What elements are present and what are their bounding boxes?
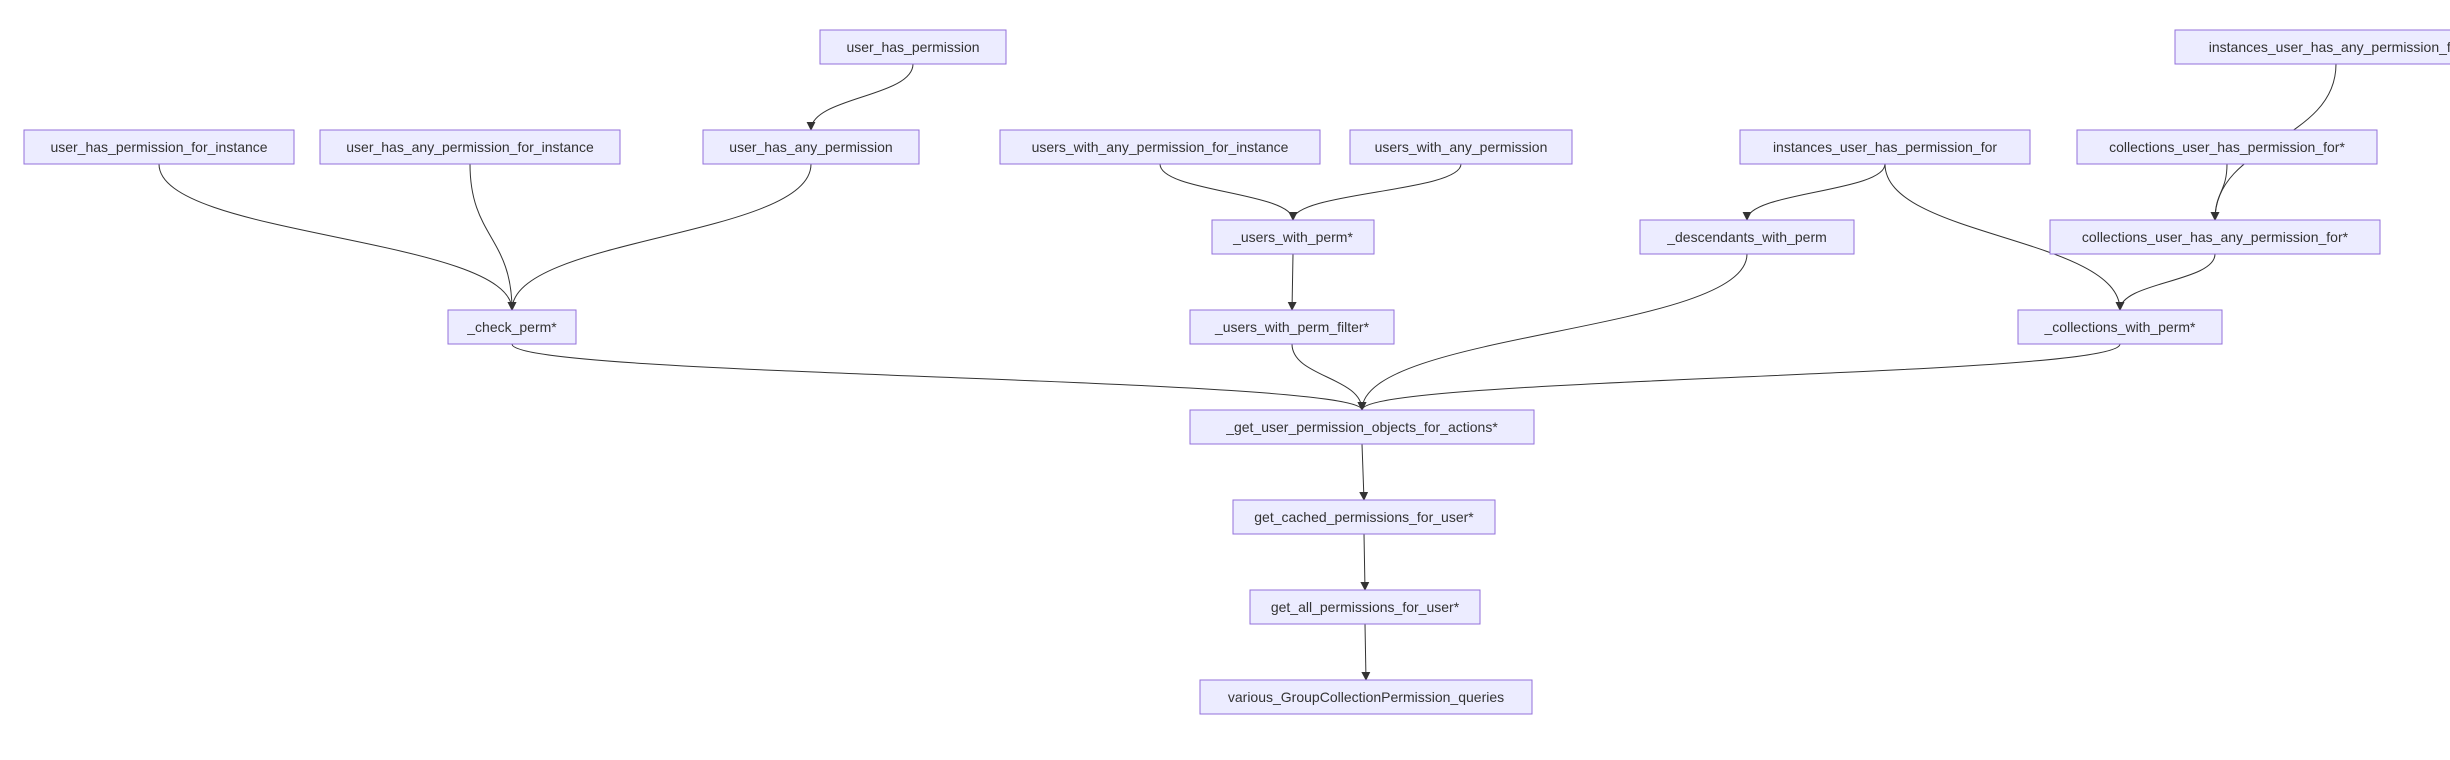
node-label: get_all_permissions_for_user*	[1271, 599, 1460, 615]
node-_check_perm: _check_perm*	[448, 310, 576, 344]
edge	[1293, 164, 1461, 220]
node-label: collections_user_has_any_permission_for*	[2082, 229, 2349, 245]
nodes: user_has_permission instances_user_has_an…	[24, 30, 2450, 714]
edge	[512, 344, 1362, 410]
node-user_has_any_permission_for_instance: user_has_any_permission_for_instance	[320, 130, 620, 164]
node-instances_user_has_any_permission_for: instances_user_has_any_permission_for	[2175, 30, 2450, 64]
edge	[1160, 164, 1293, 220]
edge	[1292, 344, 1362, 410]
edge	[1362, 254, 1747, 410]
node-label: _users_with_perm_filter*	[1214, 319, 1370, 335]
node-user_has_permission: user_has_permission	[820, 30, 1006, 64]
edge	[811, 64, 913, 130]
node-_users_with_perm: _users_with_perm*	[1212, 220, 1374, 254]
node-label: _check_perm*	[466, 319, 557, 335]
edge	[1362, 344, 2120, 410]
node-instances_user_has_permission_for: instances_user_has_permission_for	[1740, 130, 2030, 164]
edge	[2215, 164, 2227, 220]
edge	[2120, 254, 2215, 310]
edge	[1364, 534, 1365, 590]
edge	[470, 164, 512, 310]
edge	[1747, 164, 1885, 220]
node-label: user_has_any_permission_for_instance	[346, 139, 594, 155]
node-user_has_any_permission: user_has_any_permission	[703, 130, 919, 164]
node-label: users_with_any_permission_for_instance	[1032, 139, 1289, 155]
node-label: instances_user_has_any_permission_for	[2209, 39, 2450, 55]
node-label: user_has_permission_for_instance	[50, 139, 267, 155]
edge	[1365, 624, 1366, 680]
node-_collections_with_perm: _collections_with_perm*	[2018, 310, 2222, 344]
node-label: _get_user_permission_objects_for_actions…	[1225, 419, 1498, 435]
node-label: get_cached_permissions_for_user*	[1254, 509, 1474, 525]
node-label: _users_with_perm*	[1232, 229, 1353, 245]
node-collections_user_has_any_permission_for: collections_user_has_any_permission_for*	[2050, 220, 2380, 254]
edge	[512, 164, 811, 310]
node-label: user_has_permission	[846, 39, 979, 55]
node-users_with_any_permission_for_instance: users_with_any_permission_for_instance	[1000, 130, 1320, 164]
node-label: user_has_any_permission	[729, 139, 892, 155]
node-users_with_any_permission: users_with_any_permission	[1350, 130, 1572, 164]
node-_users_with_perm_filter: _users_with_perm_filter*	[1190, 310, 1394, 344]
node-get_cached_permissions_for_user: get_cached_permissions_for_user*	[1233, 500, 1495, 534]
node-label: various_GroupCollectionPermission_querie…	[1228, 689, 1504, 705]
node-label: users_with_any_permission	[1375, 139, 1548, 155]
edge	[1362, 444, 1364, 500]
node-user_has_permission_for_instance: user_has_permission_for_instance	[24, 130, 294, 164]
node-label: collections_user_has_permission_for*	[2109, 139, 2345, 155]
flowchart-canvas: user_has_permission instances_user_has_an…	[0, 0, 2450, 760]
node-collections_user_has_permission_for: collections_user_has_permission_for*	[2077, 130, 2377, 164]
edge	[159, 164, 512, 310]
node-label: instances_user_has_permission_for	[1773, 139, 1997, 155]
node-label: _collections_with_perm*	[2044, 319, 2197, 335]
edge	[1292, 254, 1293, 310]
node-_descendants_with_perm: _descendants_with_perm	[1640, 220, 1854, 254]
node-various_GroupCollectionPermission_queries: various_GroupCollectionPermission_querie…	[1200, 680, 1532, 714]
node-get_all_permissions_for_user: get_all_permissions_for_user*	[1250, 590, 1480, 624]
node-_get_user_permission_objects_for_actions: _get_user_permission_objects_for_actions…	[1190, 410, 1534, 444]
node-label: _descendants_with_perm	[1666, 229, 1827, 245]
